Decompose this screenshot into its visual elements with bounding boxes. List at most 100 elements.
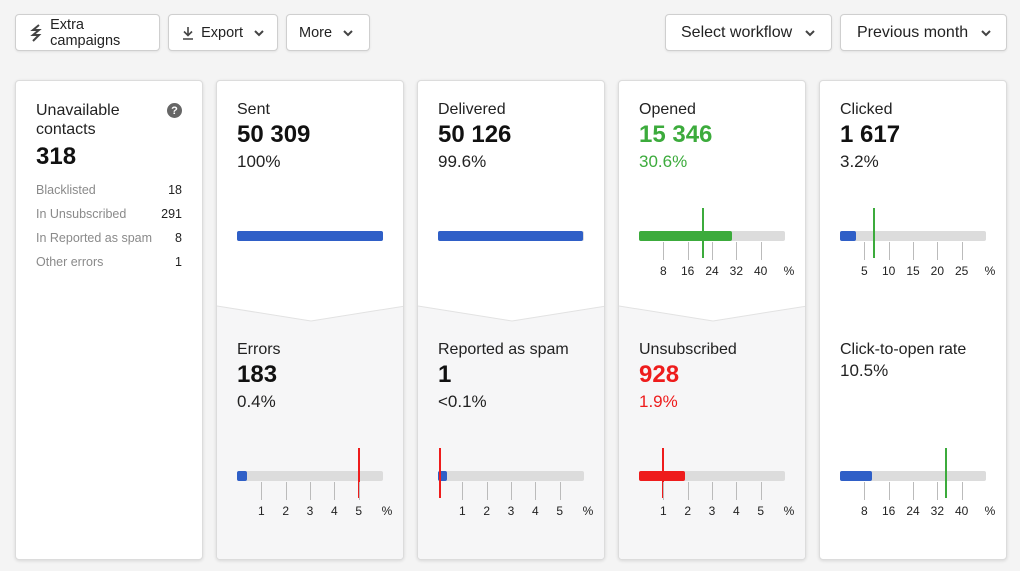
axis-tick xyxy=(310,482,311,500)
clicked-bar-fill xyxy=(840,231,856,241)
spam-value: 1 xyxy=(438,361,452,388)
spam-benchmark-marker xyxy=(439,448,442,498)
help-icon[interactable]: ? xyxy=(167,103,182,118)
export-label: Export xyxy=(201,24,243,41)
axis-tick xyxy=(864,482,866,500)
list-item: Other errors 1 xyxy=(36,255,182,269)
clicked-axis: 5 10 15 20 25% xyxy=(840,242,1000,278)
axis-tick xyxy=(511,482,512,500)
errors-label: Errors xyxy=(237,341,281,358)
cto-bar-fill xyxy=(840,471,872,481)
axis-tick-label: 20 xyxy=(930,264,945,278)
axis-tick-label: 1 xyxy=(458,504,466,518)
axis-tick xyxy=(888,242,890,260)
axis-tick-label: 5 xyxy=(355,504,362,518)
opened-card: Opened 15 346 30.6% 8 16 24 32 40% Unsubscri… xyxy=(618,80,806,560)
sent-percent: 100% xyxy=(237,152,281,171)
axis-tick-label: 24 xyxy=(705,264,719,278)
clicked-value: 1 617 xyxy=(840,121,901,148)
axis-tick-label: 8 xyxy=(860,504,868,518)
select-workflow-label: Select workflow xyxy=(681,23,793,41)
clicked-card: Clicked 1 617 3.2% 5 10 15 20 25% Click-to-o… xyxy=(819,80,1007,560)
select-workflow-dropdown[interactable]: Select workflow xyxy=(665,14,832,51)
opened-axis: 8 16 24 32 40% xyxy=(639,242,799,278)
axis-tick-label: 2 xyxy=(684,504,691,518)
cto-percent: 10.5% xyxy=(840,361,889,380)
list-item: In Unsubscribed 291 xyxy=(36,207,182,221)
more-label: More xyxy=(299,24,333,41)
axis-tick xyxy=(559,482,561,500)
clicked-bar xyxy=(840,208,986,258)
axis-tick-label: 5 xyxy=(757,504,764,518)
extra-campaigns-button[interactable]: Extra campaigns xyxy=(15,14,160,51)
cto-label: Click-to-open rate xyxy=(840,341,967,358)
sent-bar-fill xyxy=(237,231,383,241)
unavailable-contacts-total: 318 xyxy=(36,143,77,170)
chevron-down-icon xyxy=(804,27,816,39)
opened-label: Opened xyxy=(639,101,696,118)
axis-tick xyxy=(663,242,665,260)
extra-campaigns-icon xyxy=(28,23,44,42)
axis-tick xyxy=(961,482,963,500)
unavailable-contacts-card: Unavailable contacts 318 ? Blacklisted 18… xyxy=(15,80,203,560)
delivered-label: Delivered xyxy=(438,101,506,118)
spam-percent: <0.1% xyxy=(438,392,487,411)
axis-tick xyxy=(535,482,537,500)
export-button[interactable]: Export xyxy=(168,14,278,51)
unsubscribed-bar xyxy=(639,448,785,498)
axis-tick xyxy=(888,482,890,500)
opened-bar xyxy=(639,208,785,258)
delivered-value: 50 126 xyxy=(438,121,512,148)
axis-tick xyxy=(663,482,665,500)
errors-axis: 1 2 3 4 5% xyxy=(237,482,397,518)
axis-tick xyxy=(937,242,939,260)
axis-tick-label: 1 xyxy=(659,504,667,518)
axis-tick-label: 3 xyxy=(708,504,716,518)
axis-tick xyxy=(358,482,360,500)
axis-tick xyxy=(913,242,914,260)
clicked-percent: 3.2% xyxy=(840,152,879,171)
axis-tick-label: % xyxy=(783,264,795,278)
unavailable-contacts-title: Unavailable contacts xyxy=(36,102,120,138)
period-dropdown[interactable]: Previous month xyxy=(840,14,1007,51)
opened-benchmark-marker xyxy=(701,208,704,258)
clicked-label: Clicked xyxy=(840,101,893,118)
delivered-bar-fill xyxy=(438,231,584,241)
axis-tick-label: 32 xyxy=(729,264,744,278)
sent-card: Sent 50 309 100% Errors 183 0.4% 1 2 3 4 5% xyxy=(216,80,404,560)
axis-tick-label: % xyxy=(582,504,594,518)
axis-tick-label: 4 xyxy=(330,504,338,518)
axis-tick-label: 16 xyxy=(680,264,695,278)
sent-label: Sent xyxy=(237,101,270,118)
axis-tick-label: % xyxy=(984,264,996,278)
clicked-benchmark-marker xyxy=(873,208,876,258)
axis-tick xyxy=(285,482,287,500)
axis-tick-label: % xyxy=(984,504,996,518)
more-button[interactable]: More xyxy=(286,14,370,51)
extra-campaigns-label: Extra campaigns xyxy=(50,16,121,49)
axis-tick xyxy=(760,242,762,260)
axis-tick-label: 4 xyxy=(531,504,539,518)
axis-tick-label: 16 xyxy=(881,504,896,518)
axis-tick-label: 25 xyxy=(954,264,969,278)
axis-tick-label: 32 xyxy=(930,504,945,518)
axis-tick-label: 40 xyxy=(954,504,969,518)
axis-tick xyxy=(736,482,738,500)
opened-bar-fill xyxy=(639,231,733,241)
card-background xyxy=(217,305,403,559)
axis-tick xyxy=(961,242,963,260)
sent-bar xyxy=(237,231,383,241)
axis-tick-label: 5 xyxy=(860,264,868,278)
download-icon xyxy=(181,24,195,42)
errors-benchmark-marker xyxy=(357,448,360,498)
chevron-down-icon xyxy=(253,27,265,39)
card-background xyxy=(418,305,604,559)
opened-value: 15 346 xyxy=(639,121,713,148)
delivered-bar xyxy=(438,231,584,241)
errors-value: 183 xyxy=(237,361,278,388)
axis-tick xyxy=(937,482,939,500)
axis-tick-label: 4 xyxy=(732,504,740,518)
axis-tick-label: 2 xyxy=(483,504,490,518)
axis-tick xyxy=(913,482,914,500)
errors-bar-fill xyxy=(237,471,247,481)
